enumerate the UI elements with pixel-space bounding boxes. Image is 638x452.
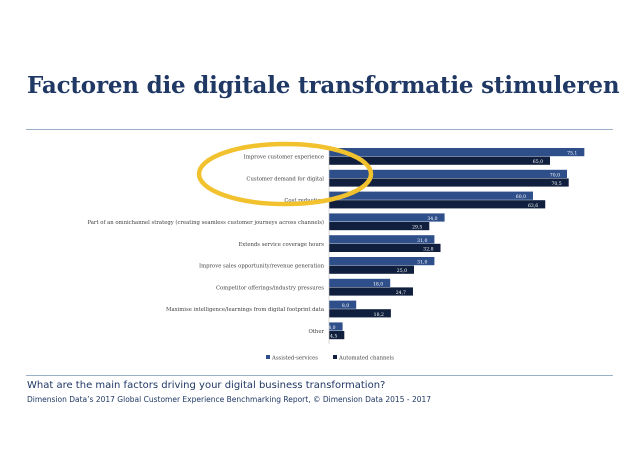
category-label: Extends service coverage hours	[238, 242, 324, 248]
bar-automated	[329, 222, 430, 231]
category-label: Customer demand for digital	[246, 176, 324, 182]
category-label: Competitor offerings/industry pressures	[216, 285, 324, 291]
bar-assisted	[329, 300, 357, 309]
bar-value-label: 34,0	[427, 216, 437, 222]
legend-swatch	[333, 355, 337, 359]
bar-automated	[329, 243, 441, 252]
bar-automated	[329, 178, 569, 187]
category-label: Improve sales opportunity/revenue genera…	[199, 264, 325, 270]
category-label: Improve customer experience	[244, 155, 324, 161]
bar-value-label: 18,0	[373, 281, 383, 287]
bar-assisted	[329, 213, 445, 222]
bar-value-label: 63,6	[528, 203, 538, 209]
category-label: Part of an omnichannel strategy (creatin…	[87, 219, 324, 226]
bar-value-label: 31,0	[417, 260, 427, 266]
page-title: Factoren die digitale transformatie stim…	[27, 72, 620, 99]
bar-automated	[329, 156, 550, 165]
category-label: Maximise intelligence/learnings from dig…	[166, 307, 325, 313]
bar-value-label: 29,5	[412, 225, 422, 231]
legend-label: Assisted-services	[271, 356, 318, 362]
survey-question: What are the main factors driving your d…	[27, 380, 386, 391]
bar-assisted	[329, 191, 533, 200]
category-label: Other	[308, 329, 324, 335]
bar-value-label: 25,0	[397, 268, 407, 274]
source-note: Dimension Data’s 2017 Global Customer Ex…	[27, 395, 432, 404]
bar-automated	[329, 265, 414, 274]
bar-value-label: 8,0	[342, 303, 349, 309]
legend-label: Automated channels	[338, 356, 394, 362]
legend-swatch	[266, 355, 270, 359]
bar-automated	[329, 331, 345, 340]
bar-assisted	[329, 278, 391, 287]
bar-automated	[329, 309, 391, 318]
bar-value-label: 4,0	[328, 325, 335, 331]
bar-assisted	[329, 169, 567, 178]
bar-assisted	[329, 322, 343, 331]
bar-automated	[329, 200, 546, 209]
bottom-divider	[26, 375, 613, 376]
bar-automated	[329, 287, 413, 296]
bar-value-label: 18,2	[374, 312, 384, 318]
bar-chart: Improve customer experience 75,1 65,0 Custo…	[87, 141, 585, 362]
bar-value-label: 70,0	[550, 172, 560, 178]
bar-value-label: 65,0	[533, 159, 543, 165]
bar-assisted	[329, 148, 585, 157]
highlight-oval	[196, 141, 374, 207]
bar-value-label: 60,0	[516, 194, 526, 200]
bar-value-label: 75,1	[567, 151, 577, 157]
top-divider	[26, 129, 613, 130]
bar-value-label: 31,0	[417, 238, 427, 244]
bar-value-label: 24,7	[396, 290, 406, 296]
bar-assisted	[329, 235, 435, 244]
bar-value-label: 4,5	[330, 334, 337, 340]
bar-value-label: 32,8	[423, 246, 433, 252]
bar-value-label: 70,5	[551, 181, 561, 187]
bar-assisted	[329, 257, 435, 266]
